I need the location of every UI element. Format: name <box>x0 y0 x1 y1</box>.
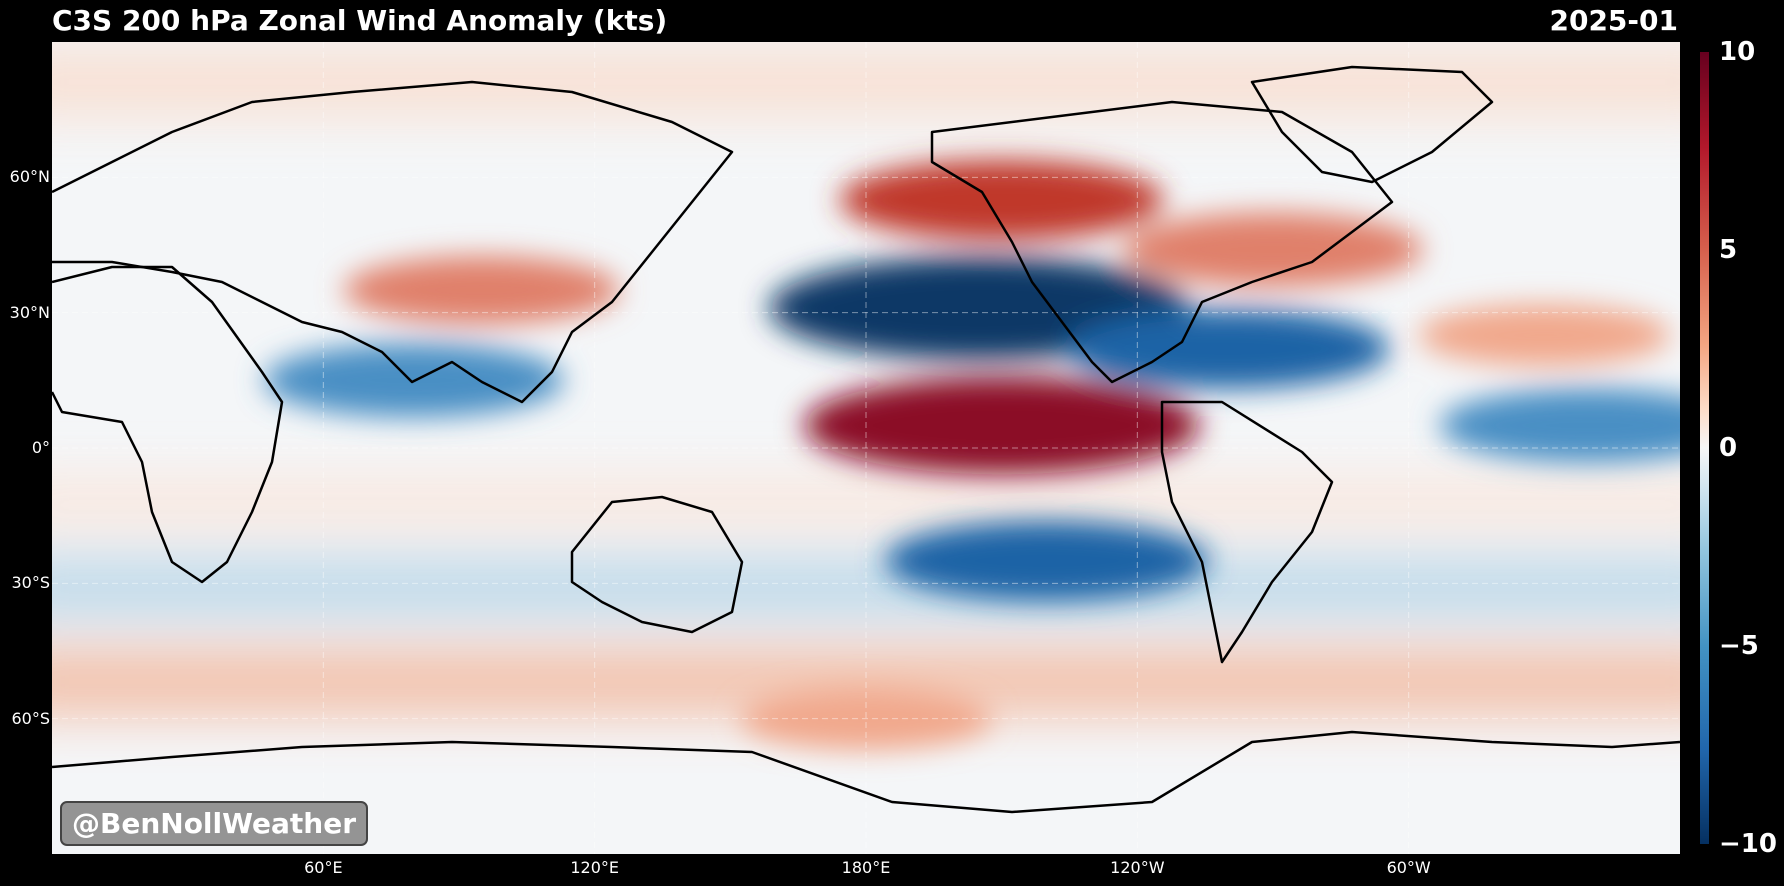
colorbar-tick-label: −5 <box>1719 631 1759 661</box>
positive-anomaly-blob <box>803 376 1200 475</box>
latitude-label: 60°S <box>11 708 50 728</box>
positive-anomaly-blob <box>1123 212 1423 287</box>
europe-asia-outline <box>52 80 734 404</box>
latitude-label: 30°S <box>11 573 50 593</box>
australia-outline <box>570 495 744 634</box>
positive-anomaly-blob <box>343 256 620 325</box>
latitude-label: 60°N <box>9 167 50 187</box>
colorbar-tick-label: 10 <box>1719 37 1756 67</box>
map-title: C3S 200 hPa Zonal Wind Anomaly (kts) <box>52 4 668 37</box>
colorbar-tick-label: −10 <box>1719 829 1777 859</box>
positive-anomaly-blob <box>839 159 1164 240</box>
longitude-label: 120°W <box>1110 858 1165 877</box>
negative-anomaly-blob <box>1065 308 1390 389</box>
positive-anomaly-blob <box>740 687 992 750</box>
negative-anomaly-blob <box>884 520 1209 601</box>
greenland-outline <box>1250 65 1494 184</box>
longitude-label: 180°E <box>841 858 891 877</box>
map-date: 2025-01 <box>1549 4 1678 37</box>
longitude-label: 120°E <box>570 858 619 877</box>
colorbar <box>1700 52 1709 844</box>
longitude-label: 60°E <box>304 858 343 877</box>
south-america-outline <box>1160 400 1334 664</box>
antarctica-outline <box>52 730 1680 814</box>
negative-anomaly-blob <box>1439 388 1680 463</box>
wind-anomaly-map <box>52 42 1680 854</box>
colorbar-tick-label: 5 <box>1719 235 1738 265</box>
latitude-label: 0° <box>31 438 50 457</box>
africa-outline <box>52 265 284 584</box>
longitude-label: 60°W <box>1386 858 1431 877</box>
watermark-badge: @BenNollWeather <box>60 801 369 846</box>
north-america-outline <box>930 100 1394 384</box>
map-panel <box>52 42 1680 854</box>
latitude-label: 30°N <box>9 302 50 322</box>
positive-anomaly-blob <box>1418 304 1671 367</box>
colorbar-tick-label: 0 <box>1719 433 1738 463</box>
